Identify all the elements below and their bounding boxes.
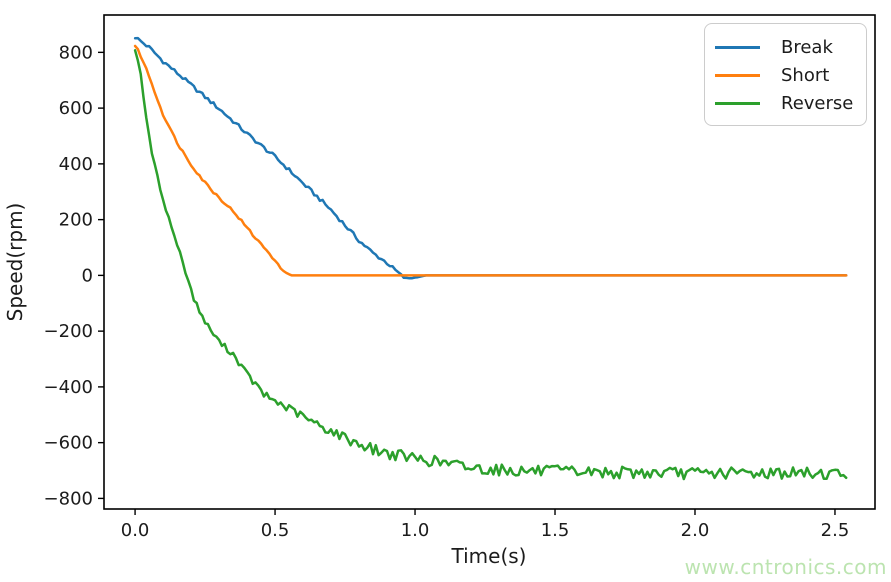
y-tick-label: −200 — [44, 321, 93, 342]
y-tick-label: −400 — [44, 377, 93, 398]
legend-label-break: Break — [781, 36, 833, 58]
x-tick-label: 0.5 — [261, 520, 290, 541]
legend-item-break: Break — [713, 33, 856, 61]
y-tick-label: −600 — [44, 433, 93, 454]
series-lines — [133, 36, 848, 481]
x-tick-label: 2.5 — [821, 520, 850, 541]
break-line-icon — [715, 45, 760, 49]
y-tick-label: 200 — [59, 210, 93, 231]
legend: Break Short Reverse — [704, 23, 867, 126]
x-tick-label: 0.0 — [121, 520, 150, 541]
legend-label-reverse: Reverse — [781, 92, 854, 114]
axis-ticks: 0.0 0.5 1.0 1.5 2.0 2.5 800 600 400 200 0 −200 −400 −… — [44, 42, 850, 541]
watermark: www.cntronics.com — [684, 555, 887, 579]
legend-label-short: Short — [781, 64, 830, 86]
legend-item-short: Short — [713, 61, 856, 89]
reverse-line-icon — [715, 101, 760, 105]
x-tick-label: 1.5 — [541, 520, 570, 541]
x-tick-label: 2.0 — [681, 520, 710, 541]
y-tick-label: 800 — [59, 42, 93, 63]
y-tick-label: 400 — [59, 154, 93, 175]
line-reverse — [133, 49, 848, 481]
legend-item-reverse: Reverse — [713, 89, 856, 117]
line-short — [133, 44, 848, 277]
short-line-icon — [715, 73, 760, 77]
y-tick-label: 600 — [59, 98, 93, 119]
x-tick-label: 1.0 — [401, 520, 430, 541]
y-tick-label: −800 — [44, 488, 93, 509]
y-axis-label: Speed(rpm) — [3, 203, 27, 322]
x-axis-label: Time(s) — [451, 544, 527, 568]
y-tick-label: 0 — [82, 265, 93, 286]
